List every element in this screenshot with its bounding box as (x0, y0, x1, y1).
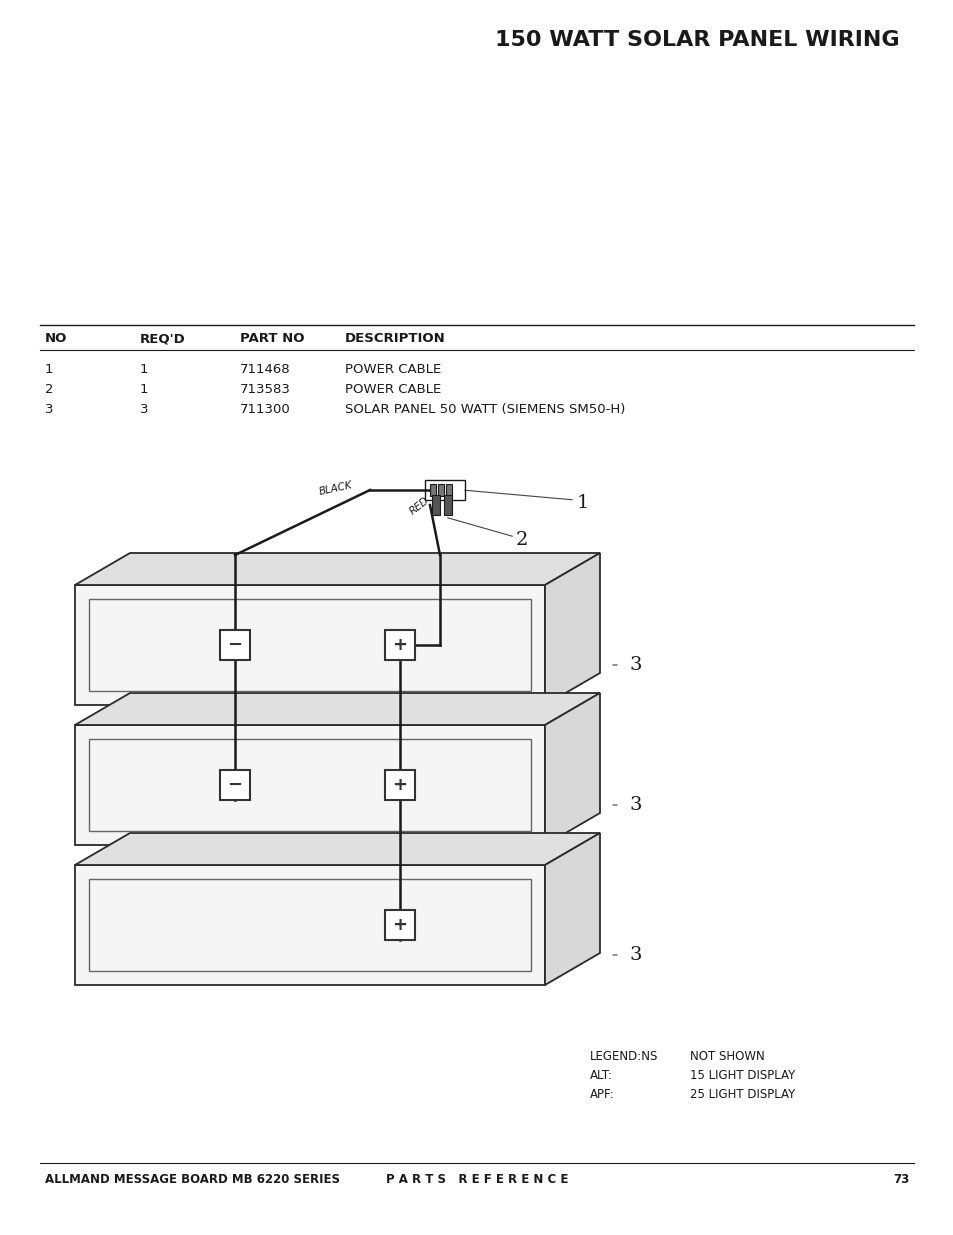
Bar (432, 495, 439, 515)
Polygon shape (544, 693, 599, 845)
Text: BLACK: BLACK (317, 480, 353, 496)
Text: +: + (392, 636, 407, 655)
Bar (443, 495, 452, 515)
Text: −: − (227, 776, 242, 794)
Text: NO: NO (45, 332, 68, 345)
Polygon shape (75, 553, 599, 585)
Bar (89, 879, 531, 971)
Bar (437, 484, 443, 496)
Polygon shape (75, 693, 599, 725)
Polygon shape (75, 864, 544, 986)
Text: 150 WATT SOLAR PANEL WIRING: 150 WATT SOLAR PANEL WIRING (495, 30, 899, 49)
Text: SOLAR PANEL 50 WATT (SIEMENS SM50-H): SOLAR PANEL 50 WATT (SIEMENS SM50-H) (345, 403, 625, 416)
Text: 1: 1 (140, 363, 149, 375)
Text: NOT SHOWN: NOT SHOWN (689, 1050, 764, 1063)
Text: 3: 3 (629, 797, 641, 814)
Text: 713583: 713583 (240, 383, 291, 396)
Bar (89, 739, 531, 831)
Text: REQ'D: REQ'D (140, 332, 186, 345)
Bar (430, 484, 436, 496)
Bar (220, 630, 250, 659)
Text: P A R T S   R E F E R E N C E: P A R T S R E F E R E N C E (385, 1173, 568, 1186)
Bar (89, 599, 531, 692)
Text: 711300: 711300 (240, 403, 291, 416)
Text: +: + (392, 776, 407, 794)
Text: 3: 3 (629, 656, 641, 674)
Polygon shape (544, 832, 599, 986)
Text: ALLMAND MESSAGE BOARD MB 6220 SERIES: ALLMAND MESSAGE BOARD MB 6220 SERIES (45, 1173, 339, 1186)
Bar (385, 910, 415, 940)
Text: 1: 1 (140, 383, 149, 396)
Text: 2: 2 (45, 383, 53, 396)
Text: +: + (392, 916, 407, 934)
Polygon shape (75, 585, 544, 705)
Bar (385, 630, 415, 659)
Text: 73: 73 (893, 1173, 909, 1186)
Text: 15 LIGHT DISPLAY: 15 LIGHT DISPLAY (689, 1070, 795, 1082)
Text: LEGEND:NS: LEGEND:NS (589, 1050, 658, 1063)
Polygon shape (75, 832, 599, 864)
Bar (220, 769, 250, 800)
Text: PART NO: PART NO (240, 332, 304, 345)
Text: RED: RED (408, 495, 431, 517)
Text: 1: 1 (45, 363, 53, 375)
Bar (385, 769, 415, 800)
Text: −: − (227, 636, 242, 655)
Text: 2: 2 (516, 531, 528, 550)
Text: 711468: 711468 (240, 363, 291, 375)
Text: 1: 1 (577, 494, 589, 513)
Bar (446, 484, 452, 496)
Text: APF:: APF: (589, 1088, 614, 1100)
Text: 3: 3 (629, 946, 641, 965)
Text: POWER CABLE: POWER CABLE (345, 383, 441, 396)
Text: POWER CABLE: POWER CABLE (345, 363, 441, 375)
Polygon shape (75, 725, 544, 845)
Text: 3: 3 (45, 403, 53, 416)
Text: 25 LIGHT DISPLAY: 25 LIGHT DISPLAY (689, 1088, 795, 1100)
Text: DESCRIPTION: DESCRIPTION (345, 332, 445, 345)
Text: 3: 3 (140, 403, 149, 416)
Text: ALT:: ALT: (589, 1070, 612, 1082)
Polygon shape (544, 553, 599, 705)
